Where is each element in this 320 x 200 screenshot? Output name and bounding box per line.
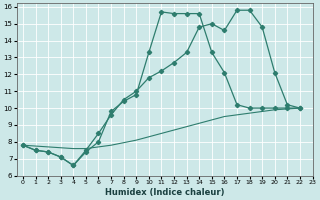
X-axis label: Humidex (Indice chaleur): Humidex (Indice chaleur) xyxy=(105,188,224,197)
